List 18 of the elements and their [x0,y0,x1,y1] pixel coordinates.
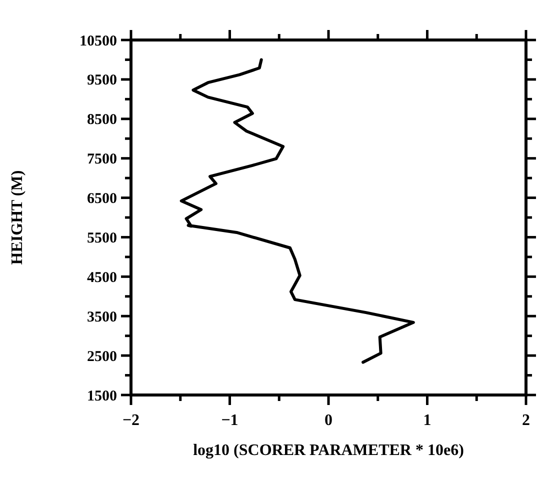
y-tick-label: 9500 [87,72,117,89]
x-tick-label: 2 [522,412,530,429]
y-tick-label: 2500 [87,348,117,365]
y-tick-label: 6500 [87,191,117,208]
y-tick-label: 4500 [87,270,117,286]
x-tick-label: 0 [324,412,332,429]
y-tick-label: 7500 [87,152,117,168]
y-tick-label: 1500 [87,388,117,404]
y-tick-label: 10500 [80,33,117,50]
line-series [180,58,415,364]
y-tick-label: 5500 [87,230,117,246]
y-axis-title: HEIGHT (M) [9,170,26,265]
y-tick-label: 3500 [87,309,117,326]
x-tick-label: −2 [122,412,140,429]
y-tick-label: 8500 [87,112,117,128]
x-axis-title: log10 (SCORER PARAMETER * 10e6) [193,442,464,459]
x-tick-label: −1 [221,412,238,429]
x-tick-label: 1 [423,412,432,429]
